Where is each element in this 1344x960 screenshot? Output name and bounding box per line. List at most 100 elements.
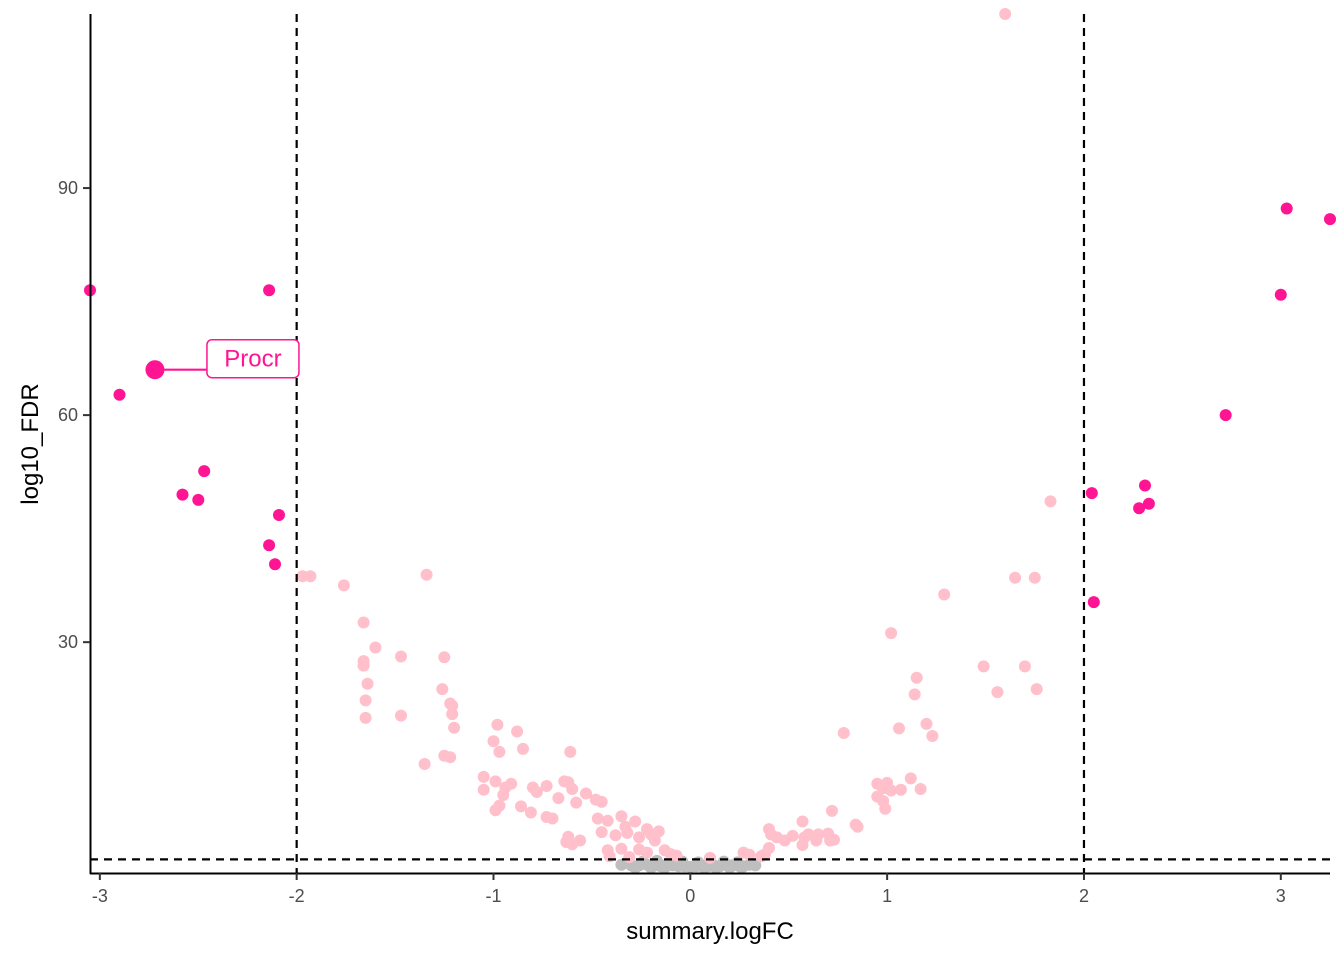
x-tick-label: 1 <box>882 886 892 906</box>
data-point <box>263 284 276 297</box>
data-point <box>698 861 711 874</box>
annotation-label: Procr <box>224 346 281 373</box>
data-point <box>552 792 565 805</box>
data-point <box>704 851 716 864</box>
data-point <box>595 795 608 808</box>
data-point <box>574 834 587 847</box>
data-point <box>1324 213 1336 226</box>
data-point <box>517 742 529 755</box>
data-point <box>446 699 459 712</box>
data-point <box>198 465 211 478</box>
highlighted-point <box>145 360 165 380</box>
data-point <box>1087 596 1100 609</box>
data-point <box>837 727 850 739</box>
x-tick-label: -3 <box>92 886 108 906</box>
data-point <box>1030 683 1043 696</box>
x-tick-label: 3 <box>1276 886 1286 906</box>
data-point <box>910 671 923 684</box>
data-point <box>304 570 317 583</box>
data-point <box>566 783 579 795</box>
data-point <box>395 709 407 722</box>
data-point <box>796 815 809 828</box>
y-axis-title: log10_FDR <box>17 383 44 504</box>
data-point <box>641 846 653 859</box>
data-point <box>826 804 838 817</box>
data-point <box>810 834 823 847</box>
data-point <box>359 711 372 724</box>
data-point <box>999 8 1012 20</box>
data-point <box>263 539 276 552</box>
data-point <box>113 388 126 401</box>
data-point <box>723 861 736 874</box>
data-point <box>601 814 614 827</box>
data-point <box>273 509 285 521</box>
data-point <box>570 796 583 809</box>
data-point <box>438 651 451 664</box>
y-tick-label: 30 <box>58 632 78 652</box>
data-point <box>580 787 592 800</box>
data-point <box>926 730 939 742</box>
data-point <box>658 861 671 874</box>
data-point <box>530 786 543 798</box>
data-point <box>633 831 646 844</box>
data-point <box>629 815 642 828</box>
data-point <box>1085 487 1098 500</box>
data-point <box>1274 288 1287 301</box>
data-point <box>796 839 809 851</box>
data-point <box>851 820 864 833</box>
x-axis-title: summary.logFC <box>626 918 794 945</box>
data-point <box>546 812 559 825</box>
data-point <box>1028 571 1041 584</box>
data-point <box>493 799 506 812</box>
data-point <box>418 758 431 770</box>
data-point <box>904 772 917 785</box>
data-point <box>564 745 577 758</box>
x-tick-label: 2 <box>1079 886 1089 906</box>
data-point <box>497 789 510 801</box>
data-point <box>489 775 502 788</box>
y-tick-label: 60 <box>58 405 78 425</box>
data-point <box>1133 502 1146 515</box>
data-point <box>977 660 990 673</box>
data-point <box>1018 660 1031 673</box>
data-point <box>645 828 657 841</box>
data-point <box>357 659 370 672</box>
data-point <box>269 558 281 571</box>
data-point <box>908 688 921 701</box>
data-point <box>885 627 898 640</box>
data-point <box>448 721 461 734</box>
data-point <box>493 745 506 758</box>
annotation-layer: Procr <box>145 338 300 380</box>
data-point <box>615 810 628 823</box>
data-point <box>609 829 622 842</box>
annotation-label-box <box>206 338 300 379</box>
data-point <box>487 735 500 748</box>
data-point <box>735 861 748 874</box>
data-point <box>786 829 799 842</box>
data-point <box>369 641 382 654</box>
data-point <box>505 777 518 790</box>
data-point <box>491 718 504 731</box>
data-point <box>914 783 927 795</box>
data-point <box>1044 495 1057 508</box>
data-point <box>894 783 907 796</box>
data-point <box>645 861 657 874</box>
data-point <box>176 488 189 501</box>
data-point <box>515 800 527 813</box>
x-tick-label: -1 <box>485 886 501 906</box>
reference-lines <box>90 14 1330 873</box>
data-point <box>477 783 490 796</box>
data-point <box>755 850 768 863</box>
data-point <box>436 683 449 696</box>
data-point <box>938 588 951 601</box>
data-point <box>1219 409 1232 422</box>
data-point <box>337 579 350 592</box>
x-tick-label: 0 <box>685 886 695 906</box>
data-point <box>591 812 604 825</box>
data-point <box>595 826 608 839</box>
ticks: -3 -2 -1 0 1 2 3 30 60 90 <box>58 178 1286 906</box>
x-tick-label: -2 <box>289 886 305 906</box>
axes <box>89 14 1330 875</box>
data-point <box>737 846 750 859</box>
